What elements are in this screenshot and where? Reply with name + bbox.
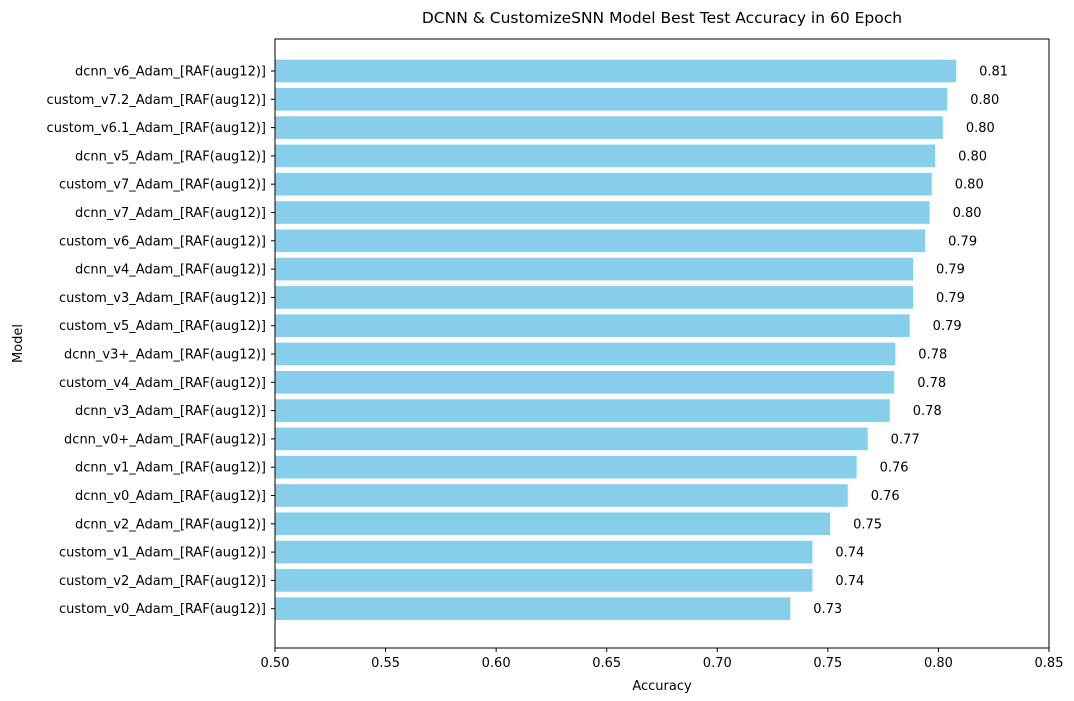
bar-8 <box>275 286 913 309</box>
value-label-19: 0.73 <box>813 602 842 617</box>
x-axis-title: Accuracy <box>632 679 692 694</box>
bar-19 <box>275 597 791 621</box>
y-tick-label-19: custom_v0_Adam_[RAF(aug12)] <box>59 602 266 617</box>
value-label-14: 0.76 <box>880 461 909 476</box>
bar-5 <box>275 201 930 224</box>
y-tick-label-18: custom_v2_Adam_[RAF(aug12)] <box>59 574 266 589</box>
x-tick-label-0: 0.50 <box>261 656 290 671</box>
value-label-16: 0.75 <box>853 517 882 532</box>
plot-frame <box>274 38 1050 649</box>
y-tick-label-9: custom_v5_Adam_[RAF(aug12)] <box>59 319 266 334</box>
y-tick-label-2: custom_v6.1_Adam_[RAF(aug12)] <box>47 121 266 136</box>
x-tick-label-3: 0.65 <box>592 656 621 671</box>
value-label-2: 0.80 <box>966 121 995 136</box>
y-tick-label-13: dcnn_v0+_Adam_[RAF(aug12)] <box>64 432 266 447</box>
y-tick-label-4: custom_v7_Adam_[RAF(aug12)] <box>59 178 266 193</box>
x-tick-label-7: 0.85 <box>1035 656 1064 671</box>
y-tick-label-0: dcnn_v6_Adam_[RAF(aug12)] <box>75 65 266 80</box>
value-label-10: 0.78 <box>918 348 947 363</box>
value-label-11: 0.78 <box>917 376 946 391</box>
y-axis-title: Model <box>11 324 26 363</box>
value-label-12: 0.78 <box>913 404 942 419</box>
bar-7 <box>275 257 913 281</box>
bar-1 <box>275 87 948 111</box>
value-label-4: 0.80 <box>955 178 984 193</box>
bar-15 <box>275 484 848 507</box>
y-tick-label-17: custom_v1_Adam_[RAF(aug12)] <box>59 546 266 561</box>
value-label-1: 0.80 <box>970 93 999 108</box>
x-tick-label-6: 0.80 <box>924 656 953 671</box>
y-tick-label-14: dcnn_v1_Adam_[RAF(aug12)] <box>75 461 266 476</box>
x-tick-label-5: 0.75 <box>813 656 842 671</box>
bar-10 <box>275 342 896 366</box>
bars-group <box>275 59 957 621</box>
bar-6 <box>275 229 926 253</box>
y-tick-label-8: custom_v3_Adam_[RAF(aug12)] <box>59 291 266 306</box>
chart-title: DCNN & CustomizeSNN Model Best Test Accu… <box>422 9 902 27</box>
value-label-6: 0.79 <box>948 234 977 249</box>
y-tick-label-12: dcnn_v3_Adam_[RAF(aug12)] <box>75 404 266 419</box>
bar-2 <box>275 116 943 139</box>
value-label-5: 0.80 <box>953 206 982 221</box>
x-tick-label-1: 0.55 <box>371 656 400 671</box>
bar-11 <box>275 370 895 394</box>
bar-4 <box>275 172 932 196</box>
y-tick-label-3: dcnn_v5_Adam_[RAF(aug12)] <box>75 149 266 164</box>
y-tick-label-11: custom_v4_Adam_[RAF(aug12)] <box>59 376 266 391</box>
value-label-15: 0.76 <box>871 489 900 504</box>
y-tick-label-10: dcnn_v3+_Adam_[RAF(aug12)] <box>64 348 266 363</box>
value-labels-group: 0.81 0.80 0.80 0.80 0.80 0.80 0.79 0.79 0.79 0.79… <box>813 65 1008 618</box>
y-tick-label-7: dcnn_v4_Adam_[RAF(aug12)] <box>75 263 266 278</box>
value-label-13: 0.77 <box>891 432 920 447</box>
x-tick-label-2: 0.60 <box>482 656 511 671</box>
value-label-18: 0.74 <box>835 574 864 589</box>
bar-16 <box>275 512 831 536</box>
y-tick-label-15: dcnn_v0_Adam_[RAF(aug12)] <box>75 489 266 504</box>
bar-3 <box>275 144 936 168</box>
bar-18 <box>275 569 813 592</box>
y-tick-label-6: custom_v6_Adam_[RAF(aug12)] <box>59 234 266 249</box>
bar-13 <box>275 427 868 451</box>
value-label-8: 0.79 <box>936 291 965 306</box>
x-tick-label-4: 0.70 <box>703 656 732 671</box>
bar-17 <box>275 540 813 564</box>
y-tick-label-5: dcnn_v7_Adam_[RAF(aug12)] <box>75 206 266 221</box>
y-tick-label-16: dcnn_v2_Adam_[RAF(aug12)] <box>75 517 266 532</box>
value-label-0: 0.81 <box>979 65 1008 80</box>
y-axis-ticks: dcnn_v6_Adam_[RAF(aug12)] custom_v7.2_Ada… <box>47 65 275 617</box>
bar-0 <box>275 59 957 83</box>
x-axis-ticks: 0.50 0.55 0.60 0.65 0.70 0.75 0.80 0.85 <box>261 648 1064 671</box>
value-label-17: 0.74 <box>835 546 864 561</box>
bar-12 <box>275 399 890 422</box>
value-label-9: 0.79 <box>933 319 962 334</box>
y-tick-label-1: custom_v7.2_Adam_[RAF(aug12)] <box>47 93 266 108</box>
value-label-3: 0.80 <box>958 149 987 164</box>
value-label-7: 0.79 <box>936 263 965 278</box>
bar-14 <box>275 455 857 479</box>
bar-9 <box>275 314 910 338</box>
